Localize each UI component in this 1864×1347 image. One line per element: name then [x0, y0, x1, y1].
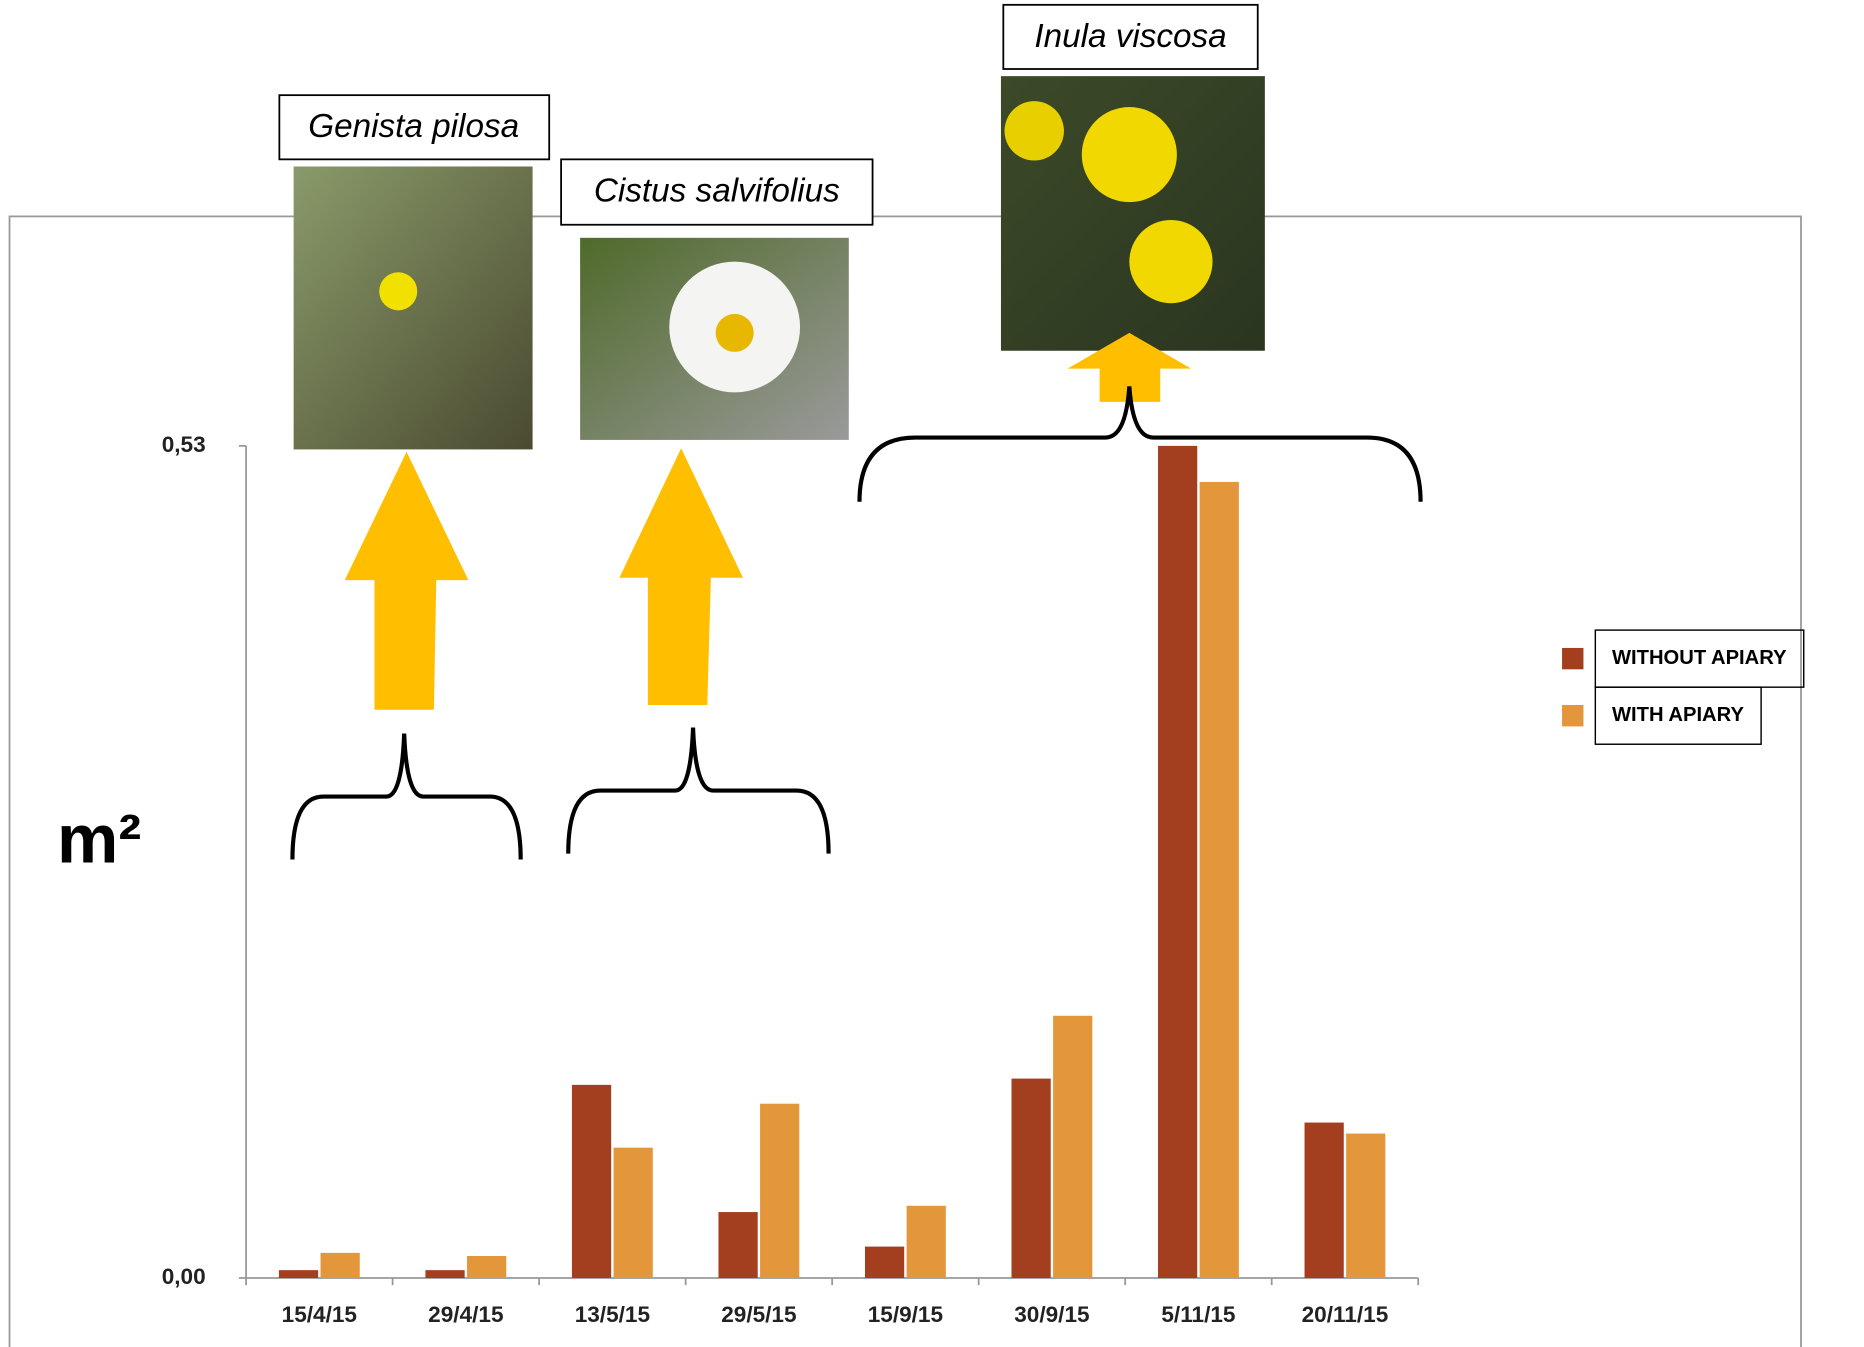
bar — [614, 1148, 653, 1278]
bar — [425, 1270, 464, 1278]
bar — [1346, 1134, 1385, 1278]
y-tick-label: 0,00 — [162, 1264, 206, 1289]
x-tick-label: 30/9/15 — [1014, 1302, 1089, 1327]
bar — [1305, 1123, 1344, 1278]
y-tick-label: 0,53 — [162, 432, 206, 457]
annotation: Inula viscosa — [1034, 18, 1226, 55]
bar — [572, 1085, 611, 1278]
bar — [467, 1256, 506, 1278]
x-tick-label: 5/11/15 — [1161, 1302, 1235, 1327]
legend-swatch — [1562, 648, 1583, 669]
legend-swatch — [1562, 705, 1583, 726]
x-tick-label: 29/4/15 — [428, 1302, 503, 1327]
bar — [865, 1247, 904, 1278]
legend-label: WITHOUT APIARY — [1612, 647, 1787, 669]
axis-label: m² — [57, 800, 141, 877]
x-tick-label: 15/9/15 — [868, 1302, 943, 1327]
flower — [1005, 101, 1064, 160]
bar — [907, 1206, 946, 1278]
bar — [321, 1253, 360, 1278]
x-tick-label: 13/5/15 — [575, 1302, 650, 1327]
photo-genista — [294, 166, 533, 449]
flower — [379, 272, 417, 310]
legend-label: WITH APIARY — [1612, 704, 1744, 726]
bar — [1053, 1016, 1092, 1278]
flower — [716, 314, 754, 352]
bar — [760, 1104, 799, 1278]
bar — [279, 1270, 318, 1278]
flower — [1082, 107, 1177, 202]
x-tick-label: 15/4/15 — [282, 1302, 357, 1327]
bar — [718, 1212, 757, 1278]
x-tick-label: 29/5/15 — [721, 1302, 796, 1327]
chart: Genista pilosa Cistus salvifolius Inula … — [0, 0, 1864, 1347]
bar — [1158, 446, 1197, 1278]
x-tick-label: 20/11/15 — [1302, 1302, 1389, 1327]
bar — [1200, 482, 1239, 1278]
annotation: Cistus salvifolius — [594, 172, 840, 209]
annotation: Genista pilosa — [308, 108, 519, 145]
flower — [1129, 220, 1212, 303]
page: Genista pilosa Cistus salvifolius Inula … — [0, 0, 1864, 1347]
bar — [1011, 1079, 1050, 1278]
chart-frame — [10, 216, 1801, 1347]
